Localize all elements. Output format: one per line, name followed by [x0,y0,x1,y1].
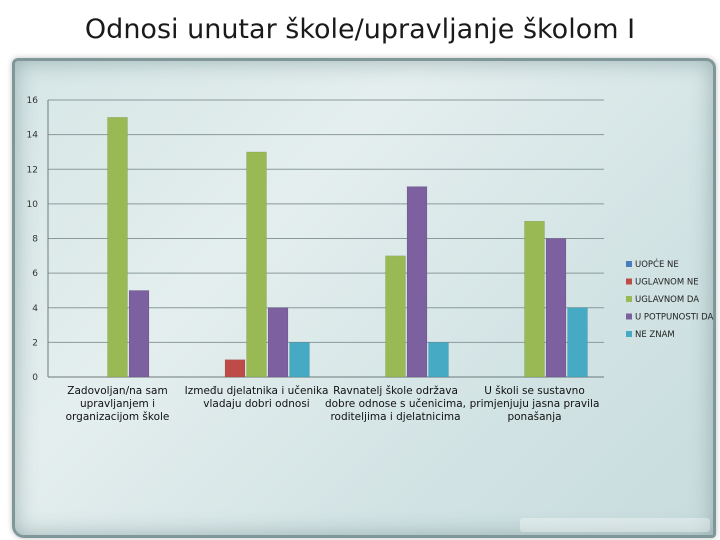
legend-label: UGLAVNOM NE [635,278,699,288]
legend-swatch [626,278,632,285]
bar [224,359,246,378]
x-tick-label: ponašanja [507,411,561,423]
bar [128,290,150,378]
x-tick-label: U školi se sustavno [484,385,585,397]
x-tick-label: upravljanjem i [80,398,155,410]
y-tick-label: 2 [32,338,38,348]
bar [289,342,310,378]
bar [524,220,545,378]
y-tick-label: 10 [27,200,39,210]
slide-title: Odnosi unutar škole/upravljanje školom I [84,14,636,45]
x-tick-label: Između djelatnika i učenika [185,385,329,397]
legend-label: UOPĆE NE [635,258,679,270]
watermark [520,518,710,532]
x-tick-label: vladaju dobri odnosi [203,398,309,410]
legend-swatch [626,261,632,267]
x-tick-label: Zadovoljan/na sam [67,385,167,397]
bar [107,117,128,378]
y-tick-label: 12 [27,165,38,175]
y-tick-label: 0 [32,373,38,383]
legend-swatch [626,313,632,320]
bar [406,186,428,378]
legend-label: UGLAVNOM DA [635,295,699,305]
y-tick-label: 16 [27,96,39,106]
x-tick-label: organizacijom škole [66,411,170,423]
bar [545,238,567,378]
y-tick-label: 8 [32,235,38,245]
x-tick-label: roditeljima i djelatnicima [330,411,460,423]
y-tick-label: 14 [27,131,39,141]
bar [246,151,267,378]
y-tick-label: 6 [32,269,38,279]
x-tick-label: primjenjuju jasna pravila [470,398,600,410]
y-tick-label: 4 [32,304,38,314]
legend-label: U POTPUNOSTI DA [635,313,714,323]
legend-label: NE ZNAM [635,330,675,340]
legend-swatch [626,331,632,337]
bar [385,255,406,378]
x-tick-label: dobre odnose s učenicima, [325,398,466,410]
bar [267,307,289,378]
bar [428,342,449,378]
bar [567,307,588,378]
x-tick-label: Ravnatelj škole održava [333,385,458,397]
legend-swatch [626,296,632,302]
